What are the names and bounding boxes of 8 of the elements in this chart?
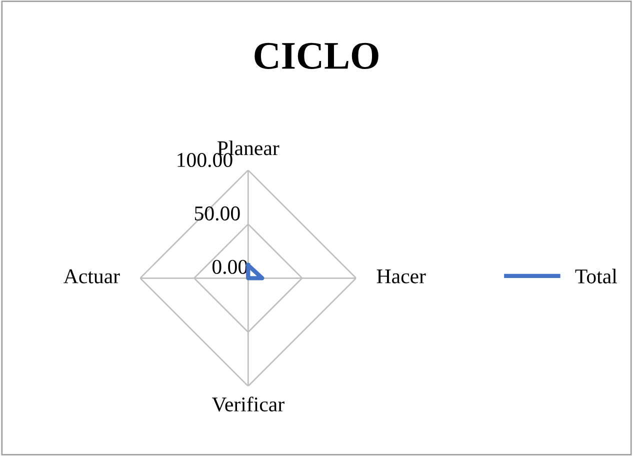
y-tick-label: 50.00 [194,206,240,221]
spoke-label: Hacer [376,270,426,284]
spoke-label: Planear [218,140,280,156]
legend-label: Total [575,268,617,284]
spoke-label: Verificar [212,396,284,412]
chart-title: CICLO [254,42,378,70]
y-tick-label: 100.00 [178,152,232,168]
spoke-label: Actuar [64,269,120,284]
